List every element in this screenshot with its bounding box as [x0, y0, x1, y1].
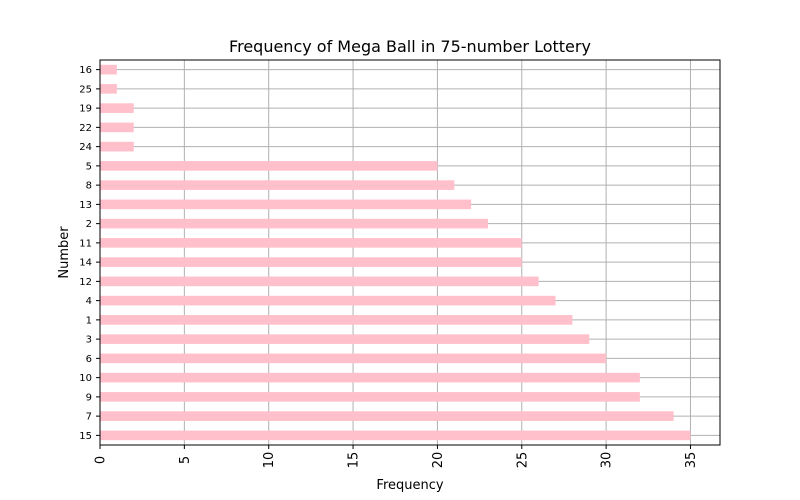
- x-tick-label: 20: [431, 452, 446, 469]
- x-axis-label: Frequency: [376, 478, 443, 493]
- y-tick-label: 22: [79, 123, 92, 134]
- bar-2: [100, 218, 489, 229]
- x-tick-label: 30: [600, 452, 615, 469]
- bar-14: [100, 257, 522, 267]
- y-tick-label: 11: [79, 238, 92, 249]
- bar-9: [100, 392, 640, 402]
- bar-16: [100, 64, 117, 75]
- bar-6: [100, 353, 607, 364]
- bars: [100, 64, 691, 441]
- bar-24: [100, 141, 134, 152]
- y-tick-label: 25: [79, 84, 92, 95]
- chart-title: Frequency of Mega Ball in 75-number Lott…: [229, 37, 591, 56]
- x-tick-label: 15: [347, 452, 362, 469]
- y-tick-label: 16: [79, 65, 92, 76]
- bar-22: [100, 122, 134, 133]
- x-tick-label: 0: [94, 456, 109, 464]
- y-tick-label: 24: [79, 142, 92, 153]
- bar-15: [100, 430, 691, 441]
- bar-10: [100, 372, 640, 383]
- bar-8: [100, 180, 455, 190]
- y-axis-label: Number: [57, 226, 72, 279]
- y-tick-label: 13: [79, 200, 92, 211]
- bar-7: [100, 411, 674, 421]
- y-tick-label: 12: [79, 277, 92, 288]
- x-ticks: 0 5 10 15 20 25 30 35: [94, 445, 699, 468]
- y-tick-label: 14: [79, 258, 92, 269]
- y-tick-label: 6: [86, 354, 92, 365]
- plot-frame: [99, 59, 721, 446]
- y-tick-label: 9: [86, 392, 92, 403]
- x-tick-label: 5: [178, 456, 193, 464]
- x-tick-label: 25: [515, 452, 530, 469]
- x-tick-label: 10: [262, 452, 277, 469]
- bar-1: [100, 315, 573, 325]
- y-tick-label: 4: [86, 296, 92, 307]
- y-tick-label: 5: [86, 161, 92, 172]
- y-tick-label: 8: [86, 181, 92, 192]
- y-tick-label: 15: [79, 431, 92, 442]
- y-tick-label: 2: [86, 219, 92, 230]
- bar-13: [100, 199, 472, 210]
- y-tick-label: 1: [86, 315, 92, 326]
- bar-11: [100, 238, 522, 248]
- y-tick-label: 10: [79, 373, 92, 384]
- bar-3: [100, 334, 590, 344]
- bar-12: [100, 276, 539, 287]
- bar-4: [100, 295, 556, 306]
- y-tick-label: 3: [86, 335, 92, 346]
- bar-25: [100, 84, 117, 94]
- y-tick-label: 19: [79, 104, 92, 115]
- y-tick-label: 7: [86, 412, 92, 423]
- bar-19: [100, 103, 134, 113]
- x-tick-label: 35: [684, 452, 699, 469]
- bar-5: [100, 161, 438, 171]
